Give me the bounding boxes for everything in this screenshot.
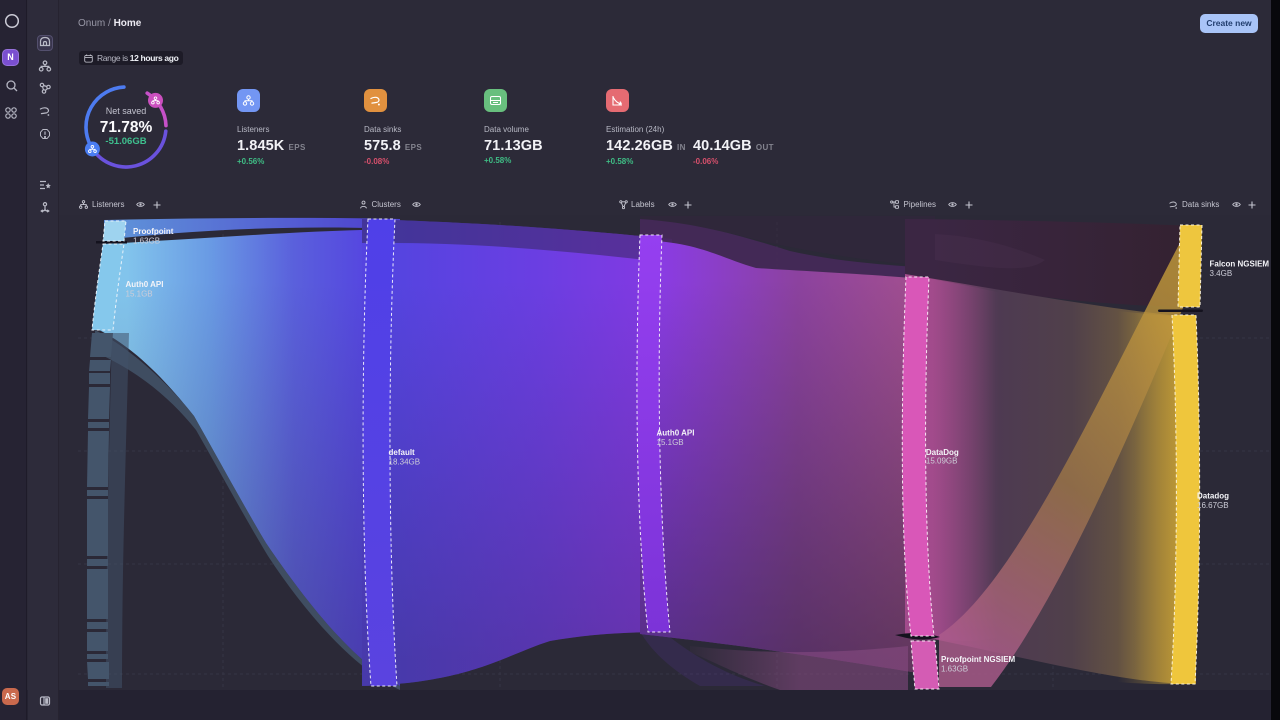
svg-text:Proofpoint: Proofpoint [133, 227, 174, 236]
svg-text:15.1GB: 15.1GB [126, 290, 153, 299]
svg-text:Proofpoint NGSIEM: Proofpoint NGSIEM [941, 655, 1016, 664]
svg-text:18.34GB: 18.34GB [389, 458, 421, 467]
svg-text:Auth0 API: Auth0 API [126, 280, 164, 289]
svg-text:15.1GB: 15.1GB [657, 438, 684, 447]
svg-text:DataDog: DataDog [926, 448, 959, 457]
svg-text:Auth0 API: Auth0 API [657, 429, 695, 438]
svg-text:16.67GB: 16.67GB [1197, 501, 1229, 510]
svg-text:1.63GB: 1.63GB [941, 665, 968, 674]
svg-text:15.09GB: 15.09GB [926, 457, 958, 466]
svg-text:3.4GB: 3.4GB [1210, 269, 1233, 278]
svg-text:Datadog: Datadog [1197, 492, 1229, 501]
svg-text:default: default [389, 448, 416, 457]
svg-text:1.63GB: 1.63GB [133, 237, 160, 246]
svg-text:Falcon NGSIEM: Falcon NGSIEM [1210, 260, 1270, 269]
